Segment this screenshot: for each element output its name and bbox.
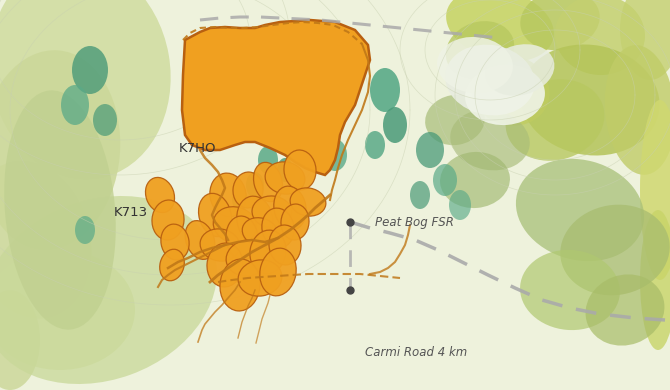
Ellipse shape [284, 150, 316, 190]
Ellipse shape [260, 248, 296, 296]
Ellipse shape [226, 240, 270, 276]
Ellipse shape [449, 190, 471, 220]
Ellipse shape [437, 37, 513, 93]
Ellipse shape [0, 250, 135, 370]
Ellipse shape [520, 250, 620, 330]
Ellipse shape [152, 200, 184, 240]
Ellipse shape [0, 50, 121, 250]
Ellipse shape [516, 159, 644, 261]
Ellipse shape [521, 0, 600, 50]
Ellipse shape [253, 162, 283, 202]
Ellipse shape [0, 0, 171, 179]
Ellipse shape [296, 120, 324, 160]
Ellipse shape [213, 207, 257, 243]
Ellipse shape [226, 216, 258, 260]
Ellipse shape [365, 131, 385, 159]
Ellipse shape [640, 100, 670, 280]
Ellipse shape [210, 173, 246, 217]
Ellipse shape [252, 196, 292, 228]
Ellipse shape [233, 172, 263, 208]
Text: K7HO: K7HO [179, 142, 216, 155]
Ellipse shape [440, 152, 510, 208]
Ellipse shape [277, 158, 293, 182]
Ellipse shape [446, 0, 554, 62]
Ellipse shape [383, 107, 407, 143]
Ellipse shape [506, 79, 604, 161]
Ellipse shape [0, 161, 92, 319]
Ellipse shape [262, 208, 294, 248]
Ellipse shape [243, 218, 278, 246]
Ellipse shape [258, 146, 278, 174]
Ellipse shape [250, 230, 286, 274]
Ellipse shape [161, 224, 189, 260]
Ellipse shape [605, 45, 670, 175]
Ellipse shape [323, 139, 347, 171]
Ellipse shape [274, 186, 306, 230]
Ellipse shape [265, 162, 305, 194]
Ellipse shape [269, 225, 301, 265]
Ellipse shape [560, 205, 670, 295]
Ellipse shape [290, 188, 326, 216]
Ellipse shape [207, 243, 243, 287]
Ellipse shape [416, 132, 444, 168]
Text: K713: K713 [114, 206, 147, 219]
Ellipse shape [410, 181, 430, 209]
Ellipse shape [486, 44, 554, 96]
Ellipse shape [433, 164, 457, 196]
Polygon shape [182, 20, 370, 175]
Ellipse shape [370, 68, 400, 112]
Ellipse shape [198, 193, 231, 237]
Ellipse shape [446, 21, 515, 79]
Ellipse shape [281, 204, 309, 240]
Ellipse shape [220, 259, 260, 311]
Ellipse shape [521, 44, 659, 156]
Ellipse shape [232, 189, 248, 211]
Ellipse shape [159, 249, 184, 281]
Text: Peat Bog FSR: Peat Bog FSR [375, 216, 454, 229]
Ellipse shape [200, 229, 240, 261]
Ellipse shape [72, 46, 108, 94]
Ellipse shape [640, 210, 670, 350]
Ellipse shape [0, 196, 217, 384]
Ellipse shape [425, 95, 485, 145]
Ellipse shape [555, 0, 645, 75]
Ellipse shape [238, 260, 282, 296]
Ellipse shape [237, 196, 273, 244]
Ellipse shape [465, 65, 545, 125]
Ellipse shape [302, 77, 338, 133]
Ellipse shape [145, 177, 174, 213]
Ellipse shape [75, 216, 95, 244]
Ellipse shape [586, 275, 665, 346]
Text: Carmi Road 4 km: Carmi Road 4 km [365, 346, 468, 360]
Ellipse shape [4, 90, 116, 330]
Ellipse shape [620, 0, 670, 80]
Ellipse shape [446, 45, 535, 115]
Ellipse shape [246, 172, 264, 198]
Ellipse shape [450, 110, 530, 170]
Ellipse shape [185, 221, 215, 259]
Ellipse shape [61, 85, 89, 125]
Ellipse shape [470, 54, 549, 126]
Ellipse shape [0, 290, 40, 390]
Ellipse shape [93, 104, 117, 136]
